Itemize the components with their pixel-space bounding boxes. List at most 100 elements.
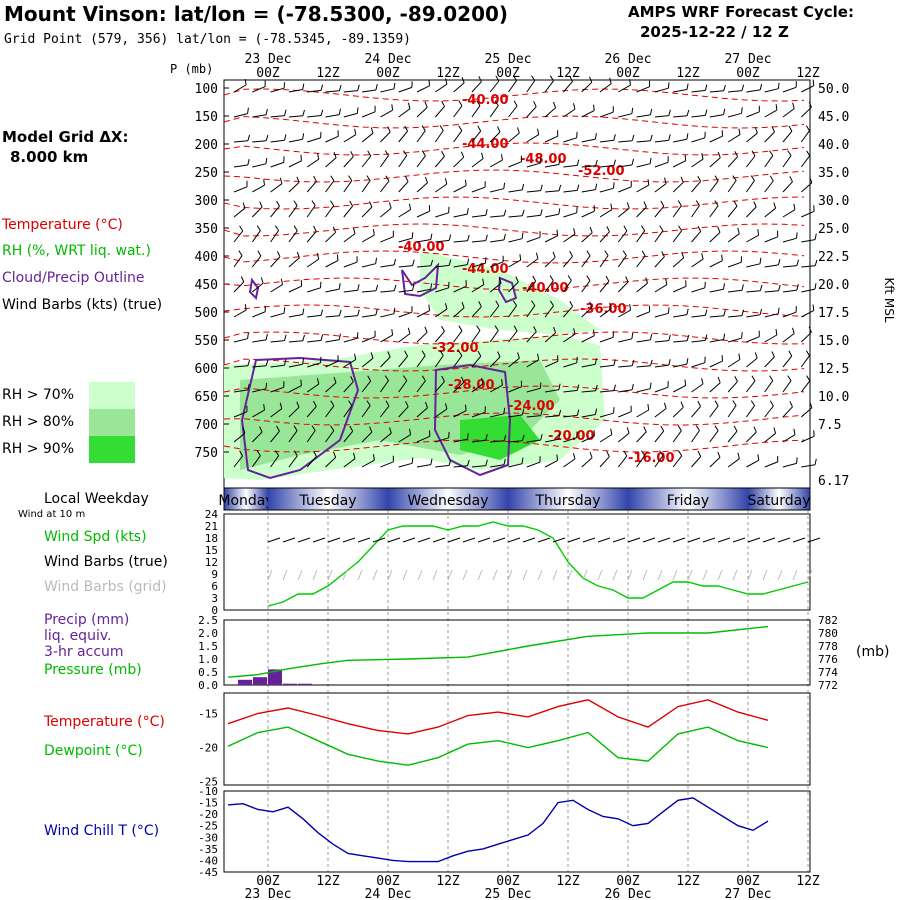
wind-barb (490, 215, 505, 218)
wind-barb (398, 130, 408, 143)
wind-barb (471, 284, 485, 293)
wind-barb-flag (777, 82, 780, 89)
wind-barb-flag (686, 358, 689, 365)
wind-barb (471, 186, 486, 193)
height-tick-label: 7.5 (818, 418, 841, 433)
wind-barb-flag (553, 326, 557, 333)
wind-barb-flag (411, 232, 414, 239)
wind-barb-flag (368, 201, 373, 208)
wind-barb (746, 263, 761, 268)
wind-barb (435, 183, 448, 193)
wind-barb-flag (540, 184, 543, 191)
wind-barb (672, 385, 686, 393)
wind-barb-flag (714, 400, 719, 407)
wind-barb (398, 108, 411, 118)
wind-barb (691, 258, 704, 268)
wind-barb (233, 84, 247, 93)
wind-barb (252, 86, 266, 93)
wind-barb-flag (260, 277, 264, 284)
wind-barb-flag (369, 426, 373, 433)
wind-barb (745, 405, 756, 418)
wind-barb-flag (539, 157, 542, 164)
wind-barb (416, 310, 430, 318)
wind-barb (362, 314, 376, 318)
wind-barb (398, 333, 411, 343)
wind-barb (526, 258, 539, 268)
wind-barb (288, 230, 298, 243)
wind-barb (544, 135, 559, 143)
wind-barb (691, 314, 706, 318)
height-tick-label: 50.0 (818, 82, 849, 97)
surface-wind-barb (642, 537, 656, 543)
wind-barb (270, 455, 280, 468)
wind-barb-flag (521, 209, 525, 216)
wind-barb-flag (408, 203, 412, 210)
wind-barb-flag (650, 134, 653, 141)
wind-barb (379, 155, 389, 168)
pressure-tick-label: 550 (195, 334, 218, 349)
wind-barb-flag (613, 134, 616, 141)
wind-barb (270, 230, 280, 243)
wind-barb (471, 306, 482, 318)
wind-barb (252, 184, 265, 193)
wind-barb-flag (641, 250, 646, 257)
wind-barb (654, 87, 669, 93)
wind-barb-flag (296, 251, 300, 258)
wind-barb-flag (533, 326, 537, 332)
wind-barb-flag (466, 258, 470, 265)
wind-barb (416, 464, 431, 468)
wind-speed-tick-label: 21 (205, 520, 218, 533)
wind-barb-flag (750, 400, 756, 406)
bottom-time-tick-label: 12Z (676, 874, 700, 889)
wind-barb (544, 438, 559, 443)
wind-barb-flag (697, 225, 702, 232)
wind-barb-flag (613, 384, 616, 391)
wind-barb (617, 455, 628, 468)
wind-barb-flag (302, 334, 305, 341)
wind-barb-flag (678, 450, 683, 457)
wind-barb-flag (623, 450, 628, 457)
wind-barb (398, 181, 409, 193)
wind-barb-flag (737, 452, 740, 459)
wind-barb (782, 311, 797, 318)
wind-barb-flag (610, 203, 613, 210)
wind-barb (581, 307, 593, 318)
wind-barb (508, 330, 518, 343)
surface-grid-wind-barb (462, 569, 468, 581)
wind-barb (416, 380, 426, 393)
wind-barb (526, 280, 537, 293)
wind-barb-flag (244, 304, 247, 311)
wind-barb-flag (594, 133, 597, 140)
wind-barb (727, 205, 738, 218)
wind-barb-flag (759, 83, 763, 91)
top-time-tick-label: 00Z (496, 66, 520, 81)
wind-barb-flag (259, 426, 263, 433)
surface-wind-barb (597, 537, 611, 543)
wind-barb-flag (788, 125, 793, 132)
wind-barb (599, 231, 610, 243)
wind-barb (361, 206, 373, 218)
wind-barb-flag (537, 128, 540, 135)
precip-tick-label: 2.0 (198, 627, 218, 640)
wind-barb-flag (714, 175, 719, 182)
wind-barb (325, 430, 335, 443)
top-time-tick-label: 12Z (316, 66, 340, 81)
wind-barb (581, 414, 596, 418)
wind-barb-flag (424, 101, 428, 108)
wind-barb-flag (754, 127, 758, 134)
wind-barb (270, 256, 281, 268)
wind-barb (361, 234, 375, 243)
surface-grid-wind-barb (477, 569, 483, 581)
wind-barb-flag (723, 108, 726, 115)
wind-barb-flag (476, 325, 481, 331)
wind-barb-flag (723, 333, 726, 340)
wind-barb-flag (556, 229, 559, 236)
wind-barb (343, 289, 358, 293)
precip-bar (253, 677, 267, 685)
wind-barb-flag (684, 379, 687, 386)
wind-barb-flag (387, 126, 391, 133)
wind-chill-tick-label: -45 (198, 866, 218, 879)
wind-barb-flag (465, 179, 467, 186)
wind-barb-flag (629, 304, 631, 311)
wind-barb-flag (613, 159, 616, 166)
